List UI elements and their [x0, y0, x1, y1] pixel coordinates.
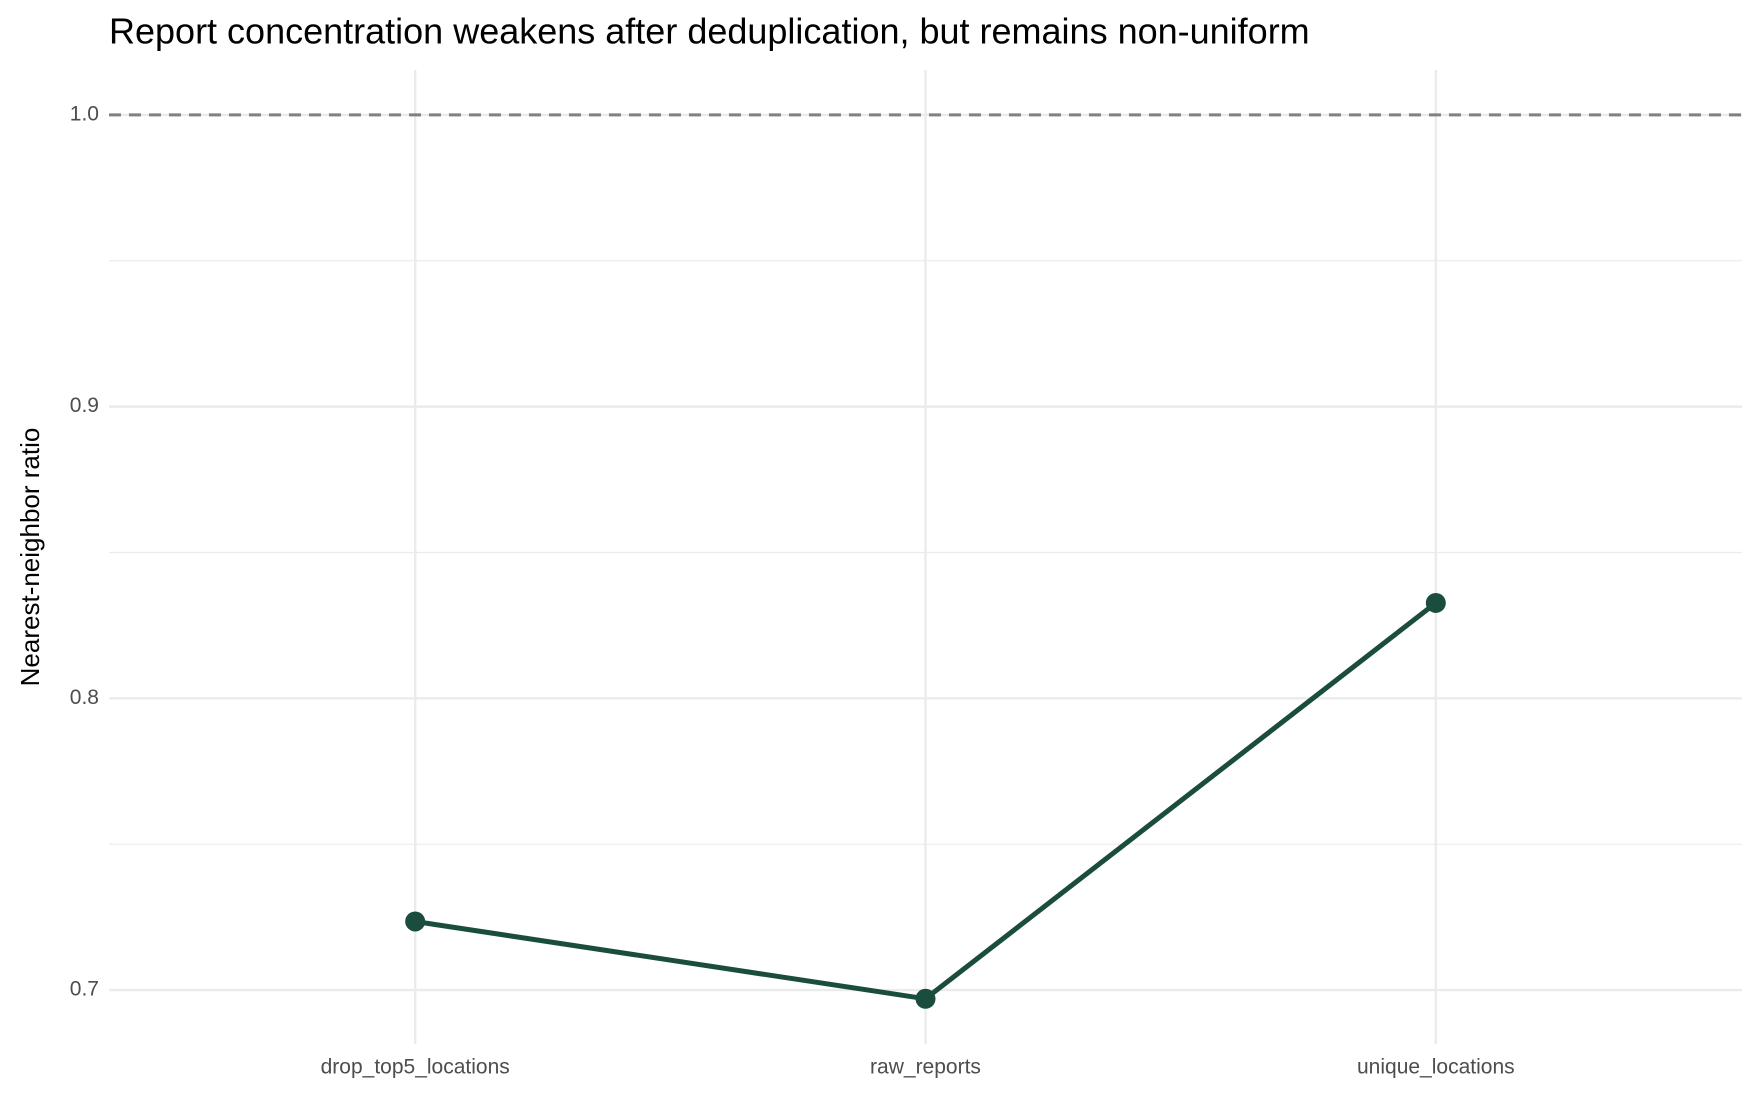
x-tick-label: raw_reports [870, 1056, 981, 1079]
x-tick-label: unique_locations [1357, 1056, 1515, 1079]
point [405, 911, 426, 932]
point [915, 988, 936, 1009]
y-tick-label: 0.8 [70, 686, 99, 709]
y-tick-label: 1.0 [70, 102, 99, 125]
y-tick-label: 0.9 [70, 394, 99, 417]
point [1425, 592, 1446, 613]
x-tick-label: drop_top5_locations [321, 1056, 510, 1079]
chart-title: Report concentration weakens after dedup… [109, 11, 1310, 52]
y-tick-label: 0.7 [70, 978, 99, 1001]
y-axis-label: Nearest-neighbor ratio [15, 428, 45, 687]
